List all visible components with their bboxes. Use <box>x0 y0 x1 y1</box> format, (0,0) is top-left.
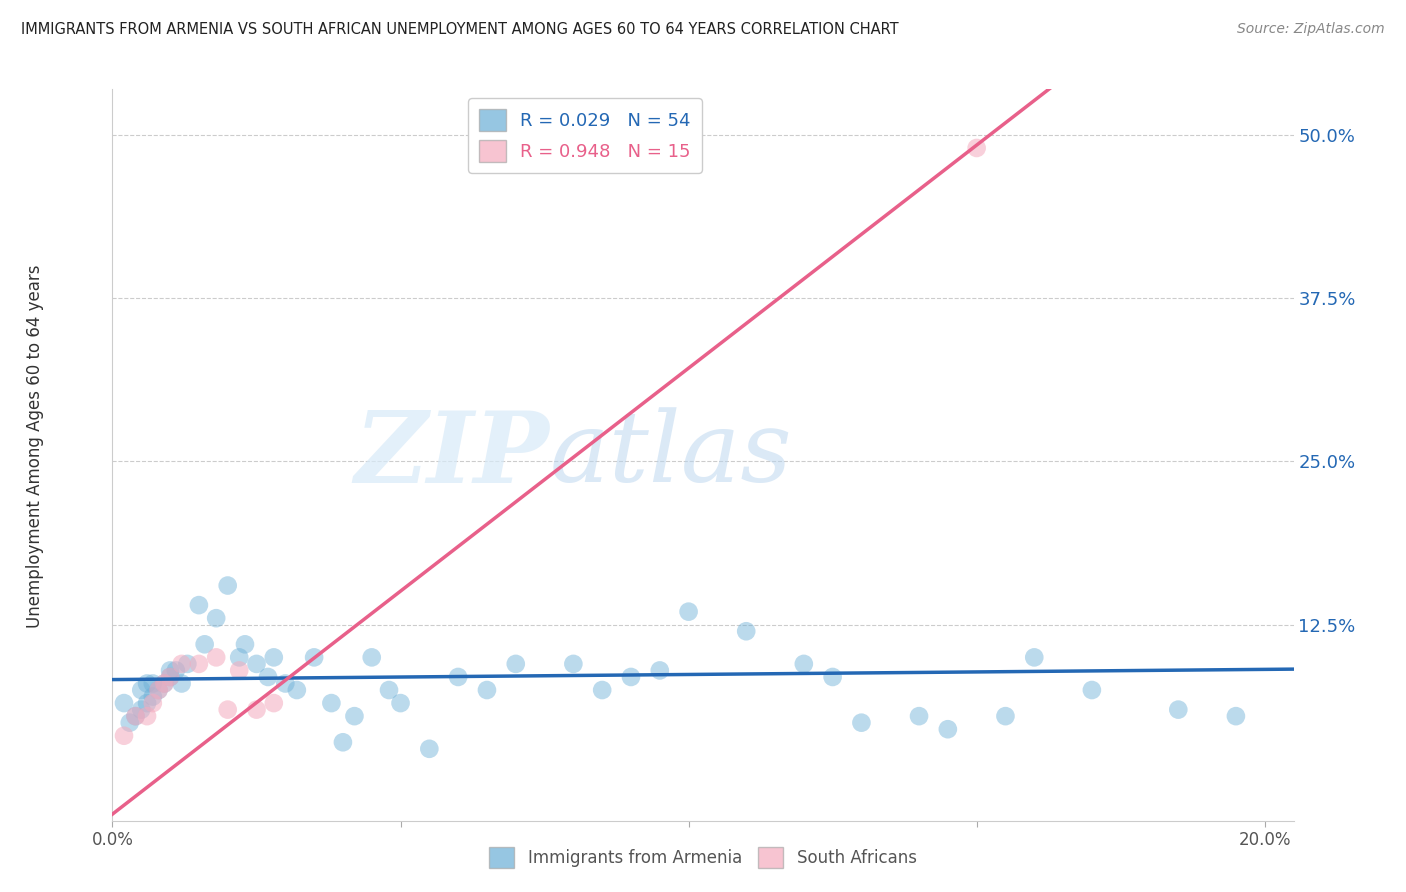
Point <box>1225 709 1247 723</box>
Point <box>187 598 209 612</box>
Point <box>936 723 959 737</box>
Point <box>217 578 239 592</box>
Point <box>142 690 165 704</box>
Point <box>591 683 613 698</box>
Point <box>205 650 228 665</box>
Text: atlas: atlas <box>550 408 792 502</box>
Point <box>112 729 135 743</box>
Point <box>187 657 209 671</box>
Point <box>142 696 165 710</box>
Point <box>124 709 146 723</box>
Point <box>735 624 758 639</box>
Point <box>648 664 671 678</box>
Point <box>153 676 176 690</box>
Text: Unemployment Among Ages 60 to 64 years: Unemployment Among Ages 60 to 64 years <box>27 264 44 628</box>
Point <box>263 650 285 665</box>
Point <box>118 715 141 730</box>
Point <box>165 664 187 678</box>
Point <box>112 696 135 710</box>
Point <box>159 670 181 684</box>
Point <box>245 703 267 717</box>
Point <box>194 637 217 651</box>
Point <box>562 657 585 671</box>
Text: ZIP: ZIP <box>354 407 550 503</box>
Point <box>142 676 165 690</box>
Point <box>332 735 354 749</box>
Point <box>148 683 170 698</box>
Point <box>994 709 1017 723</box>
Point <box>274 676 297 690</box>
Point <box>129 683 152 698</box>
Point <box>360 650 382 665</box>
Point <box>136 709 159 723</box>
Point <box>620 670 643 684</box>
Text: Source: ZipAtlas.com: Source: ZipAtlas.com <box>1237 22 1385 37</box>
Point <box>136 676 159 690</box>
Point <box>228 650 250 665</box>
Point <box>302 650 325 665</box>
Text: IMMIGRANTS FROM ARMENIA VS SOUTH AFRICAN UNEMPLOYMENT AMONG AGES 60 TO 64 YEARS : IMMIGRANTS FROM ARMENIA VS SOUTH AFRICAN… <box>21 22 898 37</box>
Point <box>129 703 152 717</box>
Point <box>170 676 193 690</box>
Point <box>343 709 366 723</box>
Point <box>245 657 267 671</box>
Point <box>257 670 280 684</box>
Point <box>217 703 239 717</box>
Point <box>159 664 181 678</box>
Point <box>1167 703 1189 717</box>
Legend: Immigrants from Armenia, South Africans: Immigrants from Armenia, South Africans <box>482 841 924 874</box>
Point <box>793 657 815 671</box>
Point <box>263 696 285 710</box>
Point <box>1024 650 1046 665</box>
Point <box>176 657 198 671</box>
Point <box>170 657 193 671</box>
Point <box>228 664 250 678</box>
Point <box>678 605 700 619</box>
Point <box>505 657 527 671</box>
Point <box>966 141 988 155</box>
Point <box>475 683 498 698</box>
Point <box>389 696 412 710</box>
Point <box>148 683 170 698</box>
Point <box>136 696 159 710</box>
Point <box>124 709 146 723</box>
Point <box>447 670 470 684</box>
Point <box>378 683 401 698</box>
Point <box>418 741 440 756</box>
Point <box>851 715 873 730</box>
Point <box>153 676 176 690</box>
Point <box>159 670 181 684</box>
Point <box>821 670 844 684</box>
Point <box>233 637 256 651</box>
Point <box>285 683 308 698</box>
Point <box>205 611 228 625</box>
Point <box>908 709 931 723</box>
Point <box>1081 683 1104 698</box>
Point <box>321 696 343 710</box>
